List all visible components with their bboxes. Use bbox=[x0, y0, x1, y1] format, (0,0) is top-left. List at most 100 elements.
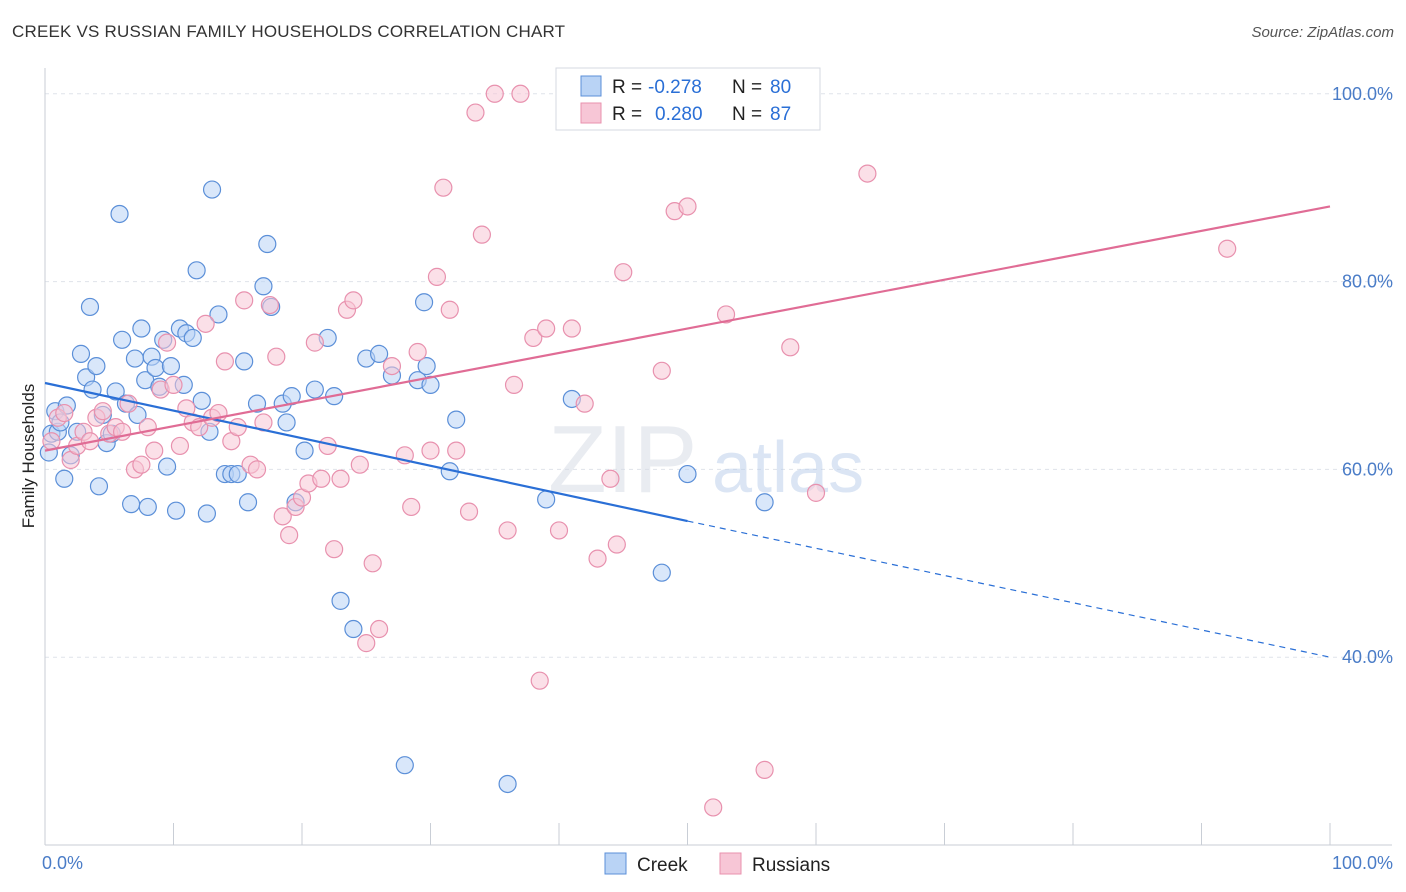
russians-point-88 bbox=[1218, 239, 1237, 258]
russians-point-20 bbox=[170, 436, 190, 456]
russians-point-47 bbox=[344, 291, 363, 310]
russians-point-37 bbox=[280, 526, 299, 545]
legend-r-label-russians: R = bbox=[612, 104, 642, 125]
x-tick-label-1: 100.0% bbox=[1332, 853, 1393, 873]
legend-n-value-russians: 87 bbox=[770, 104, 791, 125]
creek-point-59 bbox=[305, 380, 324, 399]
russians-point-73 bbox=[575, 394, 594, 413]
russians-point-45 bbox=[331, 469, 350, 488]
russians-point-84 bbox=[755, 760, 774, 779]
creek-point-58 bbox=[295, 441, 314, 460]
russians-point-12 bbox=[119, 394, 138, 413]
bottom-legend-swatch-russians bbox=[719, 852, 742, 875]
creek-point-47 bbox=[228, 464, 247, 484]
creek-point-52 bbox=[258, 234, 277, 254]
creek-point-22 bbox=[121, 495, 141, 514]
russians-point-8 bbox=[93, 402, 112, 421]
russians-point-64 bbox=[485, 84, 504, 103]
series-legend: Creek Russians bbox=[604, 852, 830, 876]
russians-point-32 bbox=[247, 460, 267, 479]
creek-point-67 bbox=[395, 756, 414, 775]
creek-trend-line bbox=[44, 381, 688, 523]
creek-point-5 bbox=[55, 469, 74, 488]
stats-legend: R = -0.278 N = 80 R = 0.280 N = 87 bbox=[555, 67, 821, 131]
russians-point-63 bbox=[472, 225, 491, 244]
creek-point-73 bbox=[447, 410, 466, 429]
russians-point-56 bbox=[421, 441, 440, 460]
creek-point-78 bbox=[678, 464, 697, 484]
legend-n-value-creek: 80 bbox=[770, 77, 791, 98]
creek-point-65 bbox=[370, 344, 389, 363]
creek-point-63 bbox=[344, 619, 363, 639]
russians-point-50 bbox=[363, 554, 382, 573]
russians-point-58 bbox=[434, 178, 453, 197]
russians-point-65 bbox=[498, 521, 517, 540]
creek-point-41 bbox=[197, 504, 217, 523]
russians-point-51 bbox=[370, 619, 389, 639]
grid-lines bbox=[45, 93, 1392, 658]
creek-point-77 bbox=[652, 563, 671, 582]
y-axis-title: Family Households bbox=[19, 384, 38, 529]
russians-point-41 bbox=[305, 333, 324, 352]
creek-point-79 bbox=[755, 493, 774, 512]
creek-point-43 bbox=[202, 180, 222, 199]
russians-point-2 bbox=[55, 403, 74, 423]
legend-swatch-creek bbox=[580, 75, 602, 97]
y-tick-label-1: 60.0% bbox=[1342, 459, 1393, 479]
creek-point-18 bbox=[106, 382, 125, 401]
creek-trend-extension bbox=[687, 520, 1331, 658]
russians-point-81 bbox=[678, 197, 697, 216]
creek-point-39 bbox=[187, 261, 206, 280]
legend-n-label-russians: N = bbox=[732, 104, 762, 125]
creek-point-51 bbox=[254, 277, 273, 296]
creek-point-33 bbox=[161, 356, 181, 376]
russians-point-71 bbox=[549, 521, 569, 540]
legend-swatch-russians bbox=[580, 102, 602, 124]
russians-point-27 bbox=[215, 352, 234, 371]
creek-point-25 bbox=[132, 319, 151, 338]
russians-point-77 bbox=[614, 263, 633, 282]
russians-point-24 bbox=[196, 314, 215, 333]
creek-point-9 bbox=[71, 344, 91, 363]
russians-point-52 bbox=[382, 356, 402, 376]
russians-points bbox=[42, 84, 1237, 817]
creek-point-38 bbox=[183, 328, 202, 348]
y-tick-label-3: 100.0% bbox=[1332, 84, 1393, 104]
russians-point-16 bbox=[145, 441, 164, 460]
russians-point-57 bbox=[427, 267, 447, 286]
creek-point-70 bbox=[417, 356, 436, 376]
creek-point-20 bbox=[112, 330, 132, 349]
russians-point-72 bbox=[562, 319, 581, 338]
russians-point-74 bbox=[588, 549, 607, 568]
russians-point-76 bbox=[607, 535, 626, 554]
creek-point-49 bbox=[238, 493, 258, 512]
creek-point-69 bbox=[414, 293, 434, 312]
creek-point-29 bbox=[146, 358, 165, 378]
russians-point-67 bbox=[511, 84, 530, 103]
creek-point-34 bbox=[166, 501, 186, 520]
creek-point-14 bbox=[89, 477, 109, 496]
russians-point-69 bbox=[530, 671, 549, 690]
chart-source: Source: ZipAtlas.com bbox=[1251, 24, 1394, 41]
creek-point-48 bbox=[235, 352, 254, 371]
legend-n-label-creek: N = bbox=[732, 77, 762, 98]
russians-point-48 bbox=[350, 455, 369, 474]
russians-point-55 bbox=[408, 342, 427, 362]
creek-point-27 bbox=[138, 497, 157, 517]
russians-point-79 bbox=[652, 361, 671, 380]
creek-point-40 bbox=[192, 391, 211, 410]
russians-point-62 bbox=[466, 103, 485, 122]
y-tick-label-0: 40.0% bbox=[1342, 647, 1393, 667]
trend-lines bbox=[44, 205, 1331, 658]
russians-point-42 bbox=[312, 469, 331, 488]
bottom-legend-label-creek: Creek bbox=[637, 855, 688, 876]
russians-point-59 bbox=[440, 300, 459, 319]
creek-point-55 bbox=[277, 413, 296, 432]
legend-r-label-creek: R = bbox=[612, 77, 642, 98]
legend-r-value-creek: -0.278 bbox=[648, 77, 702, 98]
bottom-legend-label-russians: Russians bbox=[752, 855, 830, 876]
russians-trend-line bbox=[44, 205, 1331, 452]
russians-point-19 bbox=[164, 375, 183, 394]
russians-point-68 bbox=[524, 328, 543, 348]
